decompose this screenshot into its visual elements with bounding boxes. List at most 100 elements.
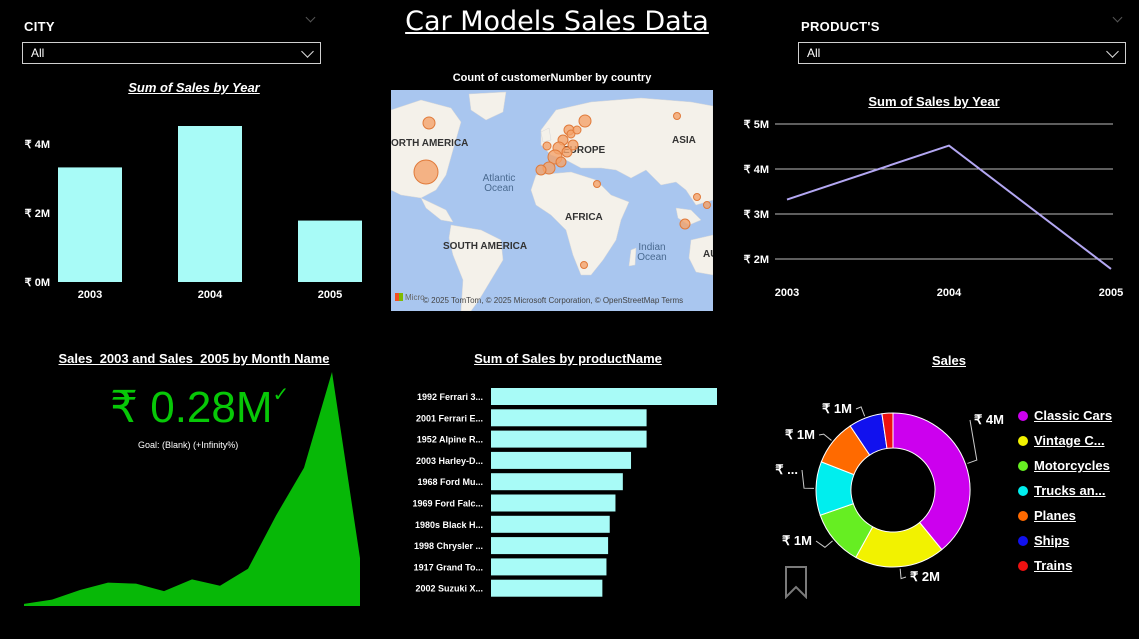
microsoft-logo	[395, 293, 403, 301]
leader-line	[815, 540, 833, 548]
data-label: ₹ 1M	[785, 427, 815, 442]
donut-legend: Classic Cars Vintage C... Motorcycles Truck…	[1018, 403, 1112, 578]
sales-by-month-area-chart	[24, 372, 360, 606]
data-label: ₹ 2M	[910, 569, 940, 584]
slice	[881, 412, 894, 450]
slice	[892, 412, 971, 551]
legend-item[interactable]: Trains	[1018, 553, 1112, 578]
bar	[491, 388, 717, 405]
bar	[491, 430, 647, 448]
data-label: ₹ 4M	[974, 412, 1004, 427]
map-label-indian: Indian Ocean	[637, 242, 667, 263]
leader-line	[818, 433, 832, 441]
x-tick-label: 2003	[775, 287, 799, 299]
leader-line	[899, 568, 907, 580]
category-label: 2003 Harley-D...	[416, 456, 483, 466]
chevron-down-icon[interactable]	[1112, 12, 1123, 23]
legend-label: Trains	[1034, 558, 1073, 573]
legend-label: Ships	[1034, 533, 1070, 548]
x-tick-label: 2005	[318, 289, 342, 301]
legend-label: Motorcycles	[1034, 458, 1110, 473]
donut-chart-title: Sales	[932, 353, 966, 368]
map-bubble	[535, 164, 547, 176]
customer-country-map[interactable]: ORTH AMERICA EUROPE ASIA AFRICA SOUTH AM…	[391, 90, 713, 311]
category-label: 1980s Black H...	[415, 520, 483, 530]
map-bubble	[693, 193, 701, 201]
map-bubble	[572, 125, 582, 135]
products-dropdown-value: All	[807, 46, 821, 60]
map-bubble	[580, 261, 588, 269]
line-chart-title: Sum of Sales by Year	[868, 94, 1000, 109]
category-label: 1992 Ferrari 3...	[417, 392, 483, 402]
legend-swatch	[1018, 410, 1028, 421]
legend-swatch	[1018, 535, 1028, 546]
legend-label: Planes	[1034, 508, 1076, 523]
bookmark-icon[interactable]	[783, 565, 809, 599]
kpi-goal: Goal: (Blank) (+Infinity%)	[138, 440, 239, 450]
chevron-down-icon	[301, 44, 314, 58]
legend-item[interactable]: Ships	[1018, 528, 1112, 553]
legend-swatch	[1018, 435, 1028, 446]
city-dropdown[interactable]: All	[22, 42, 321, 64]
map-bubble	[679, 218, 691, 230]
map-title: Count of customerNumber by country	[452, 72, 652, 84]
y-tick-label: ₹ 5M	[744, 119, 769, 131]
data-label: ₹ 1M	[782, 533, 812, 548]
map-bubble	[555, 156, 567, 168]
product-chart-title: Sum of Sales by productName	[474, 351, 662, 366]
category-label: 2001 Ferrari E...	[416, 413, 483, 423]
leader-line	[967, 419, 978, 464]
legend-label: Classic Cars	[1034, 408, 1113, 423]
bar	[491, 409, 647, 427]
x-tick-label: 2005	[1099, 287, 1123, 299]
bar	[491, 537, 609, 555]
map-label-africa: AFRICA	[565, 212, 603, 223]
map-bubble	[413, 159, 439, 185]
legend-item[interactable]: Classic Cars	[1018, 403, 1112, 428]
legend-item[interactable]: Vintage C...	[1018, 428, 1112, 453]
data-label: ₹ ...	[775, 462, 798, 477]
legend-item[interactable]: Motorcycles	[1018, 453, 1112, 478]
page-title: Car Models Sales Data	[405, 6, 709, 37]
category-label: 1952 Alpine R...	[417, 435, 483, 445]
leader-line	[801, 469, 815, 489]
category-label: 1998 Chrysler ...	[414, 541, 483, 551]
sales-by-productline-donut: ₹ 4M ₹ 2M ₹ 1M ₹ ... ₹ 1M ₹ 1M	[775, 401, 1004, 584]
bar	[491, 579, 603, 597]
legend-swatch	[1018, 485, 1028, 496]
bar	[298, 220, 362, 282]
products-slicer-label: PRODUCT'S	[801, 19, 880, 34]
legend-item[interactable]: Trucks an...	[1018, 478, 1112, 503]
legend-label: Trucks an...	[1034, 483, 1106, 498]
y-tick-label: ₹ 0M	[25, 277, 50, 289]
products-dropdown[interactable]: All	[798, 42, 1126, 64]
category-label: 1969 Ford Falc...	[412, 499, 483, 509]
map-label-europe: EUROPE	[563, 145, 606, 156]
legend-swatch	[1018, 510, 1028, 521]
area-series	[24, 372, 360, 606]
legend-item[interactable]: Planes	[1018, 503, 1112, 528]
legend-swatch	[1018, 460, 1028, 471]
map-bubble	[561, 146, 573, 158]
y-tick-label: ₹ 2M	[744, 254, 769, 266]
kpi-title: Sales_2003 and Sales_2005 by Month Name	[58, 351, 330, 366]
bar	[58, 167, 122, 282]
bar	[491, 515, 610, 533]
map-label-atlantic: Atlantic Ocean	[482, 173, 516, 194]
chevron-down-icon[interactable]	[305, 12, 316, 23]
y-tick-label: ₹ 4M	[744, 164, 769, 176]
map-bubble	[593, 180, 601, 188]
x-tick-label: 2003	[78, 289, 102, 301]
y-tick-label: ₹ 2M	[25, 208, 50, 220]
map-label-south-america: SOUTH AMERICA	[443, 241, 528, 252]
map-attribution[interactable]: © 2025 TomTom, © 2025 Microsoft Corporat…	[423, 296, 684, 305]
map-label-north-america: ORTH AMERICA	[391, 138, 469, 149]
x-tick-label: 2004	[198, 289, 223, 301]
bar	[491, 494, 616, 512]
map-bubble	[422, 116, 436, 130]
category-label: 1917 Grand To...	[414, 562, 483, 572]
city-dropdown-value: All	[31, 46, 45, 60]
legend-swatch	[1018, 560, 1028, 571]
check-icon: ✓	[272, 384, 290, 406]
kpi-value: ₹ 0.28M✓	[110, 383, 290, 432]
